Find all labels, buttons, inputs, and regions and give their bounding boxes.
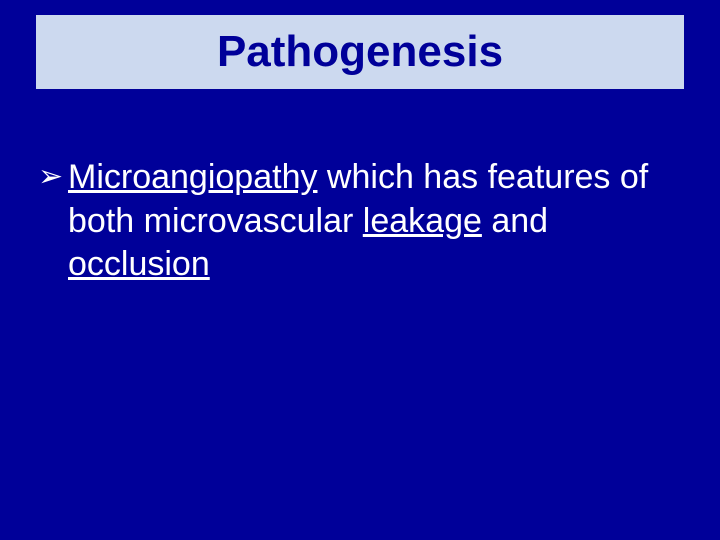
title-box: Pathogenesis: [36, 15, 684, 89]
underlined-term: Microangiopathy: [68, 158, 317, 196]
underlined-term: occlusion: [68, 245, 210, 283]
bullet-text: Microangiopathy which has features of bo…: [68, 156, 680, 287]
bullet-item: ➢ Microangiopathy which has features of …: [38, 156, 680, 287]
slide-title: Pathogenesis: [217, 27, 503, 77]
underlined-term: leakage: [363, 202, 482, 240]
bullet-marker-icon: ➢: [38, 156, 68, 198]
slide-body: ➢ Microangiopathy which has features of …: [38, 156, 680, 287]
body-text-segment: and: [482, 202, 548, 240]
